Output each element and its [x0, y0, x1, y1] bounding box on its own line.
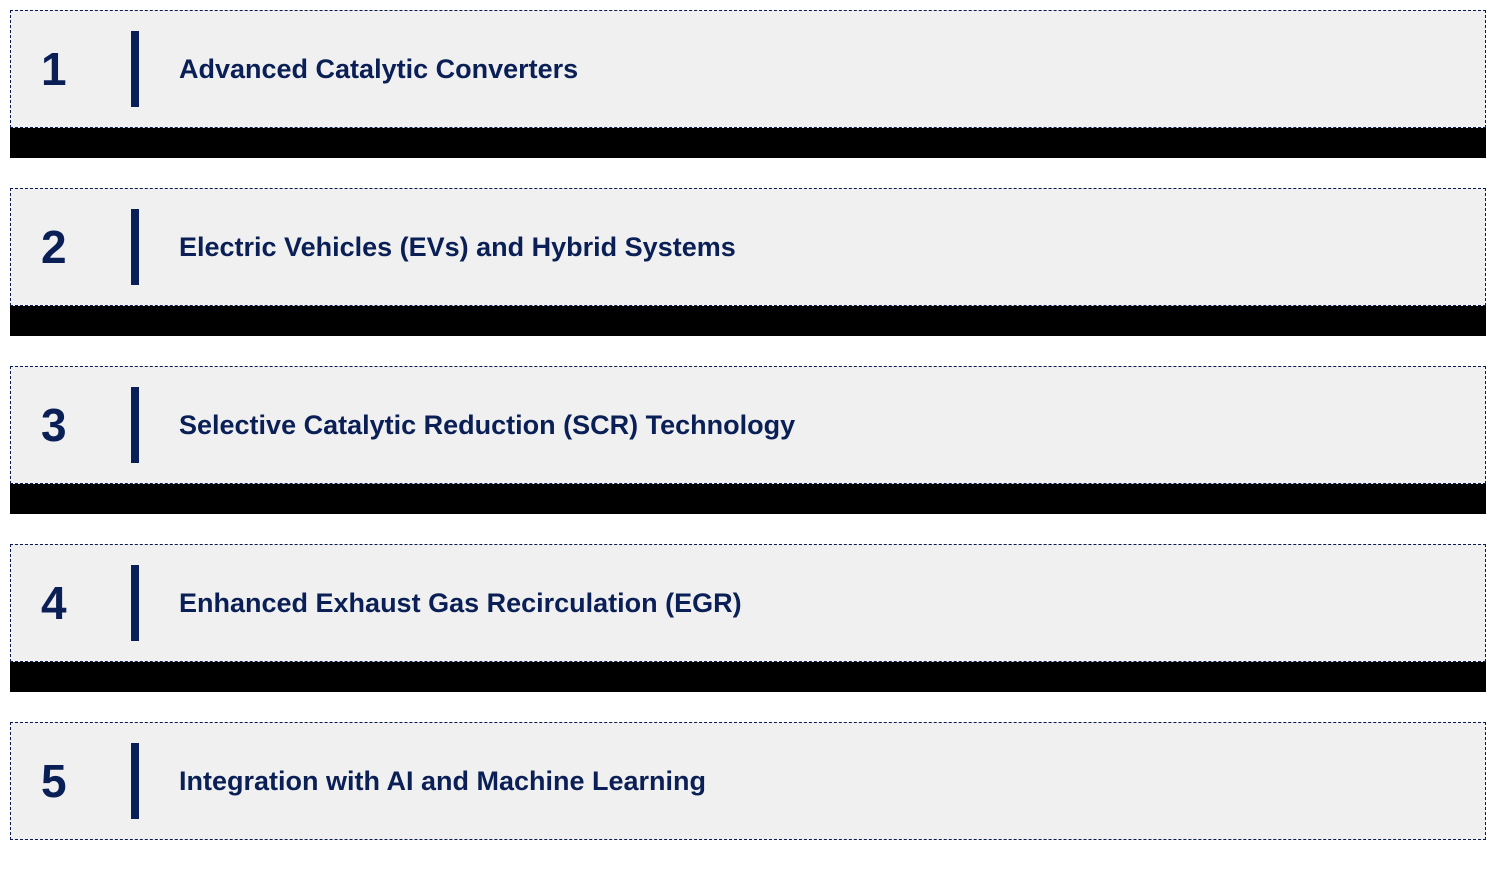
horizontal-separator	[10, 306, 1486, 336]
item-title: Advanced Catalytic Converters	[179, 54, 578, 85]
item-title: Electric Vehicles (EVs) and Hybrid Syste…	[179, 232, 736, 263]
horizontal-separator	[10, 484, 1486, 514]
spacer	[10, 692, 1486, 722]
item-title: Selective Catalytic Reduction (SCR) Tech…	[179, 410, 795, 441]
list-container: 1 Advanced Catalytic Converters 2 Electr…	[10, 10, 1486, 840]
item-title: Integration with AI and Machine Learning	[179, 766, 706, 797]
item-number: 3	[41, 398, 111, 452]
item-number: 2	[41, 220, 111, 274]
list-item: 1 Advanced Catalytic Converters	[10, 10, 1486, 128]
spacer	[10, 514, 1486, 544]
horizontal-separator	[10, 662, 1486, 692]
spacer	[10, 158, 1486, 188]
item-title: Enhanced Exhaust Gas Recirculation (EGR)	[179, 588, 742, 619]
list-item: 4 Enhanced Exhaust Gas Recirculation (EG…	[10, 544, 1486, 662]
item-number: 4	[41, 576, 111, 630]
vertical-divider	[131, 31, 139, 107]
item-number: 5	[41, 754, 111, 808]
spacer	[10, 336, 1486, 366]
list-item: 2 Electric Vehicles (EVs) and Hybrid Sys…	[10, 188, 1486, 306]
horizontal-separator	[10, 128, 1486, 158]
list-item: 3 Selective Catalytic Reduction (SCR) Te…	[10, 366, 1486, 484]
list-item: 5 Integration with AI and Machine Learni…	[10, 722, 1486, 840]
vertical-divider	[131, 743, 139, 819]
vertical-divider	[131, 209, 139, 285]
vertical-divider	[131, 387, 139, 463]
item-number: 1	[41, 42, 111, 96]
vertical-divider	[131, 565, 139, 641]
